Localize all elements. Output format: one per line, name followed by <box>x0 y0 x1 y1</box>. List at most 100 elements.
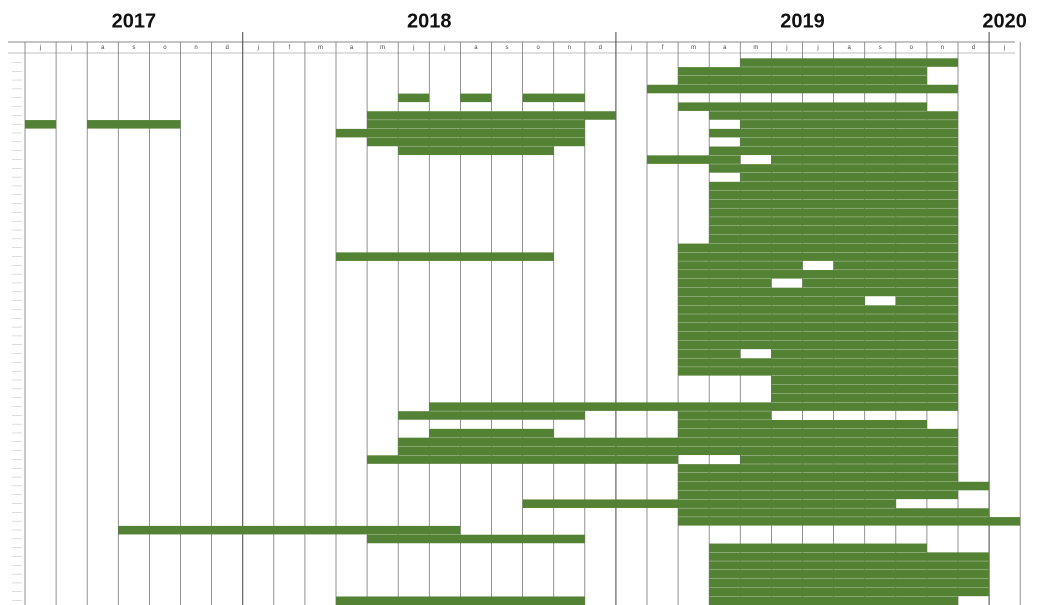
task-bar <box>678 102 927 111</box>
task-bar <box>429 402 958 411</box>
task-bar <box>678 296 865 306</box>
month-label: m <box>753 45 758 51</box>
task-bar <box>678 305 958 314</box>
month-label: j <box>1003 45 1005 51</box>
month-label: j <box>443 45 445 51</box>
task-bar <box>25 120 57 129</box>
task-bar <box>709 561 990 570</box>
task-bar <box>367 137 585 147</box>
task-bar <box>709 570 990 579</box>
task-bar <box>398 93 430 103</box>
task-bar <box>709 146 958 156</box>
task-bar <box>678 464 958 473</box>
task-bar <box>740 58 958 67</box>
month-label: o <box>163 45 167 51</box>
task-bar <box>367 455 679 464</box>
task-bar <box>740 137 958 147</box>
task-bar <box>87 120 181 129</box>
task-bar <box>647 155 741 164</box>
month-label: n <box>568 45 571 51</box>
task-bar <box>647 84 958 94</box>
month-label: d <box>225 45 228 51</box>
task-bar <box>678 517 1021 526</box>
task-bar <box>678 261 803 270</box>
task-bar <box>398 437 958 447</box>
task-bar <box>678 367 958 376</box>
task-bar <box>678 420 927 429</box>
month-label: f <box>289 45 291 51</box>
task-bar <box>771 349 958 358</box>
task-bar <box>709 190 958 200</box>
task-bar <box>678 428 958 438</box>
task-bar <box>336 596 585 605</box>
task-bar <box>522 93 585 103</box>
task-bar <box>678 287 958 297</box>
task-bar <box>678 67 927 76</box>
task-bar <box>678 349 741 358</box>
month-label: s <box>506 45 509 51</box>
task-bar <box>678 243 958 253</box>
month-label: j <box>630 45 632 51</box>
task-bar <box>771 155 958 164</box>
month-label: a <box>350 45 354 51</box>
month-label: n <box>941 45 944 51</box>
task-bar <box>709 128 958 138</box>
task-bar <box>398 446 958 456</box>
month-label: a <box>101 45 105 51</box>
task-bar <box>367 534 585 544</box>
month-label: m <box>691 45 696 51</box>
task-bar <box>118 525 461 535</box>
month-label: j <box>412 45 414 51</box>
task-bar <box>709 181 958 191</box>
task-bar <box>678 322 958 332</box>
task-bar <box>678 314 958 323</box>
month-label: o <box>910 45 914 51</box>
task-bar <box>398 411 585 420</box>
task-bar <box>709 199 958 208</box>
task-bar <box>709 208 958 217</box>
month-label: o <box>536 45 540 51</box>
month-label: j <box>39 45 41 51</box>
year-label: 2018 <box>407 10 452 32</box>
task-bar <box>771 393 958 403</box>
task-bar <box>336 128 585 138</box>
task-bar <box>709 164 958 173</box>
task-bar <box>678 331 958 341</box>
month-label: j <box>816 45 818 51</box>
month-label: j <box>70 45 72 51</box>
task-bar <box>678 270 958 279</box>
task-bar <box>740 120 958 129</box>
task-bar <box>740 172 958 182</box>
task-bar <box>678 278 772 288</box>
task-bar <box>709 552 990 561</box>
month-label: m <box>318 45 323 51</box>
task-bar <box>678 252 958 261</box>
task-bar <box>398 146 554 156</box>
task-bar <box>709 225 958 235</box>
task-bar <box>802 278 958 288</box>
month-label: a <box>847 45 851 51</box>
month-label: a <box>474 45 478 51</box>
task-bar <box>709 596 958 605</box>
task-bar <box>460 93 492 103</box>
task-bar <box>771 375 958 385</box>
task-bar <box>678 481 990 491</box>
task-bar <box>895 296 958 306</box>
task-bar <box>678 508 990 517</box>
month-label: d <box>599 45 602 51</box>
task-bar <box>678 490 958 500</box>
month-label: d <box>972 45 975 51</box>
month-label: m <box>380 45 385 51</box>
task-bar <box>771 384 958 394</box>
task-bar <box>709 111 958 120</box>
month-label: a <box>723 45 727 51</box>
year-label: 2017 <box>112 10 157 32</box>
task-bar <box>336 252 554 261</box>
task-bar <box>709 543 927 553</box>
task-bar <box>709 587 990 597</box>
year-label: 2020 <box>982 10 1027 32</box>
year-label: 2019 <box>780 10 825 32</box>
task-bar <box>678 340 958 350</box>
month-label: j <box>785 45 787 51</box>
